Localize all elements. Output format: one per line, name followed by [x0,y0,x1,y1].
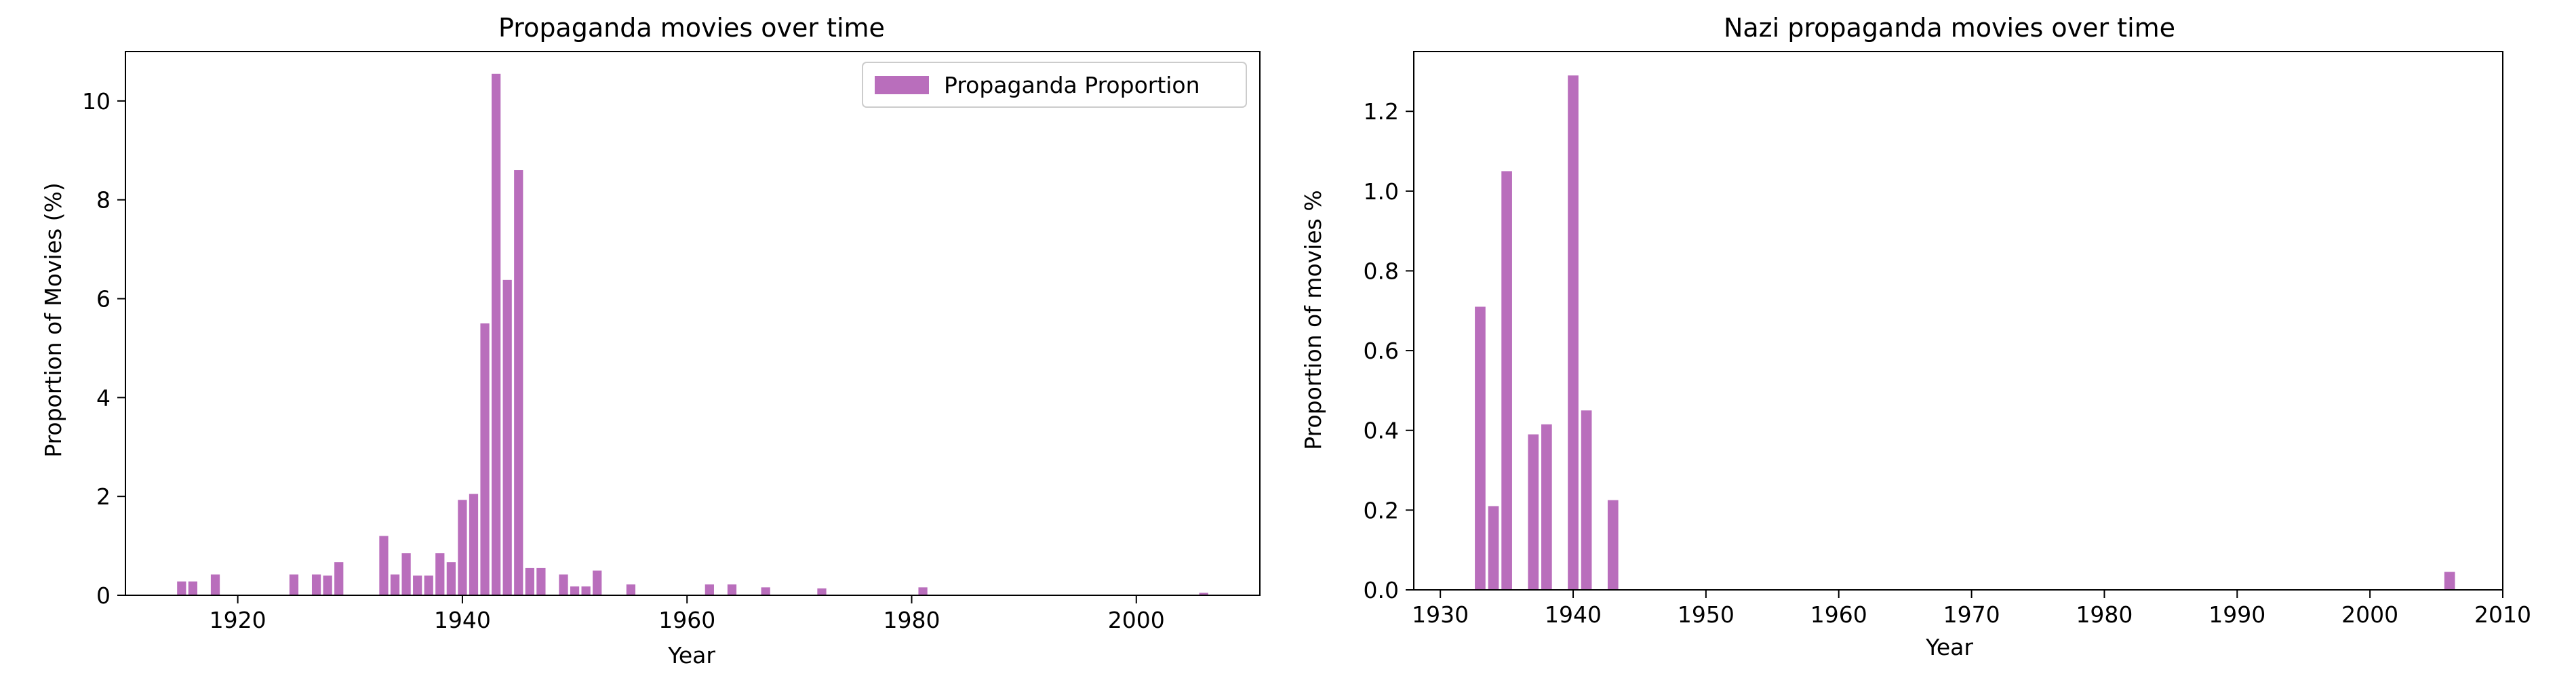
chart2-bars [1475,75,2455,591]
chart2-x-tick-label-1970: 1970 [1943,601,2000,628]
chart2-x-tick-label-1950: 1950 [1678,601,1735,628]
chart1-x-axis: 1920 1940 1960 1980 2000 [210,595,1165,633]
chart2-y-tick-label-0: 0.0 [1364,577,1399,603]
chart2-title: Nazi propaganda movies over time [1724,13,2175,43]
chart1-bar-1944 [502,279,512,595]
chart1-y-tick-label-3: 6 [96,286,111,313]
chart2-x-tick-label-1990: 1990 [2208,601,2265,628]
chart1-bar-1947 [536,567,546,595]
chart1-bar-1928 [323,575,332,595]
chart1-bar-1938 [435,553,445,595]
chart1-bar-1952 [593,570,602,595]
chart1-bar-1934 [390,574,400,595]
chart1-bar-1915 [177,581,186,595]
chart2-y-axis: 0.0 0.2 0.4 0.6 0.8 1.0 1.2 [1364,98,1414,603]
chart2-x-tick-label-2010: 2010 [2474,601,2531,628]
chart2-y-tick-label-6: 1.2 [1364,98,1399,125]
chart2-x-label: Year [1925,634,1973,660]
legend-swatch [875,76,929,94]
chart1-y-label: Proportion of Movies (%) [40,182,66,458]
chart2-y-tick-label-1: 0.2 [1364,497,1399,523]
chart1-plot-frame [125,51,1261,596]
chart1-bar-1941 [469,494,479,595]
chart1-bar-1918 [210,574,220,595]
chart1-x-label: Year [667,642,715,669]
chart2-plot-frame [1413,51,2503,591]
chart2-y-tick-label-4: 0.8 [1364,258,1399,284]
chart2-bar-1935 [1501,171,1512,590]
chart2-bar-1934 [1488,506,1499,590]
chart1-bars [177,73,1208,596]
chart1-bar-1951 [581,586,591,595]
chart1-y-tick-label-5: 10 [82,88,111,115]
chart2-bar-2006 [2444,572,2455,590]
chart1-x-tick-label-1940: 1940 [434,607,491,633]
chart1-bar-1939 [446,562,456,595]
chart2-x-axis: 1930 1940 1950 1960 1970 1980 1990 2000 2010 [1412,590,2531,628]
chart1-bar-1916 [188,581,198,595]
chart1-bar-1937 [424,575,433,595]
chart1-bar-1935 [401,553,411,595]
chart1-bar-1933 [379,536,389,595]
chart2-bar-1940 [1568,75,1579,591]
chart1-bar-1942 [480,323,490,595]
chart1-bar-1955 [626,584,636,595]
chart1-bar-1972 [817,588,827,595]
chart1-title: Propaganda movies over time [498,13,885,43]
chart1-x-tick-label-2000: 2000 [1108,607,1165,633]
chart1-y-tick-label-0: 0 [96,582,111,609]
chart2-bar-1933 [1475,306,1486,590]
chart1-bar-1943 [492,73,501,595]
legend-frame [862,62,1247,108]
chart1-bar-1962 [705,584,714,595]
chart1-y-axis: 0 2 4 6 8 10 [82,88,125,609]
chart1-x-tick-label-1960: 1960 [658,607,715,633]
chart1-bar-1925 [289,574,299,595]
chart1-bar-1940 [458,500,467,595]
chart1-bar-2006 [1199,593,1208,595]
chart2-bar-1937 [1528,434,1539,590]
chart1-bar-1929 [334,562,344,595]
chart2-x-tick-label-2000: 2000 [2341,601,2398,628]
chart1-bar-1927 [311,574,321,595]
chart1-legend: Propaganda Proportion [862,62,1247,108]
chart1-bar-1981 [918,587,928,595]
chart1-bar-1967 [761,587,770,595]
chart2-y-tick-label-2: 0.4 [1364,418,1399,444]
chart1-y-tick-label-1: 2 [96,483,111,510]
chart2-x-tick-label-1930: 1930 [1412,601,1469,628]
chart1-bar-1949 [559,574,568,595]
chart1-y-tick-label-4: 8 [96,187,111,214]
chart1-bar-1950 [570,586,580,595]
chart1-x-tick-label-1920: 1920 [210,607,266,633]
chart2-bar-1943 [1607,500,1619,590]
chart2-bar-1941 [1581,410,1592,590]
chart-nazi-propaganda: Nazi propaganda movies over time 1930 194… [1300,13,2531,660]
chart2-y-tick-label-3: 0.6 [1364,338,1399,364]
chart-propaganda: Propaganda movies over time 1920 1940 1960… [40,13,1261,669]
chart1-bar-1945 [514,170,523,596]
legend-label: Propaganda Proportion [944,72,1200,98]
chart2-x-tick-label-1960: 1960 [1810,601,1867,628]
chart2-y-tick-label-5: 1.0 [1364,178,1399,205]
chart1-x-tick-label-1980: 1980 [884,607,940,633]
chart2-y-label: Proportion of movies % [1300,190,1326,450]
chart1-bar-1964 [727,584,737,595]
chart1-bar-1946 [525,567,534,595]
chart2-x-tick-label-1980: 1980 [2076,601,2133,628]
chart1-bar-1936 [413,575,422,595]
chart2-x-tick-label-1940: 1940 [1545,601,1602,628]
chart2-bar-1938 [1541,424,1552,590]
chart1-y-tick-label-2: 4 [96,384,111,411]
